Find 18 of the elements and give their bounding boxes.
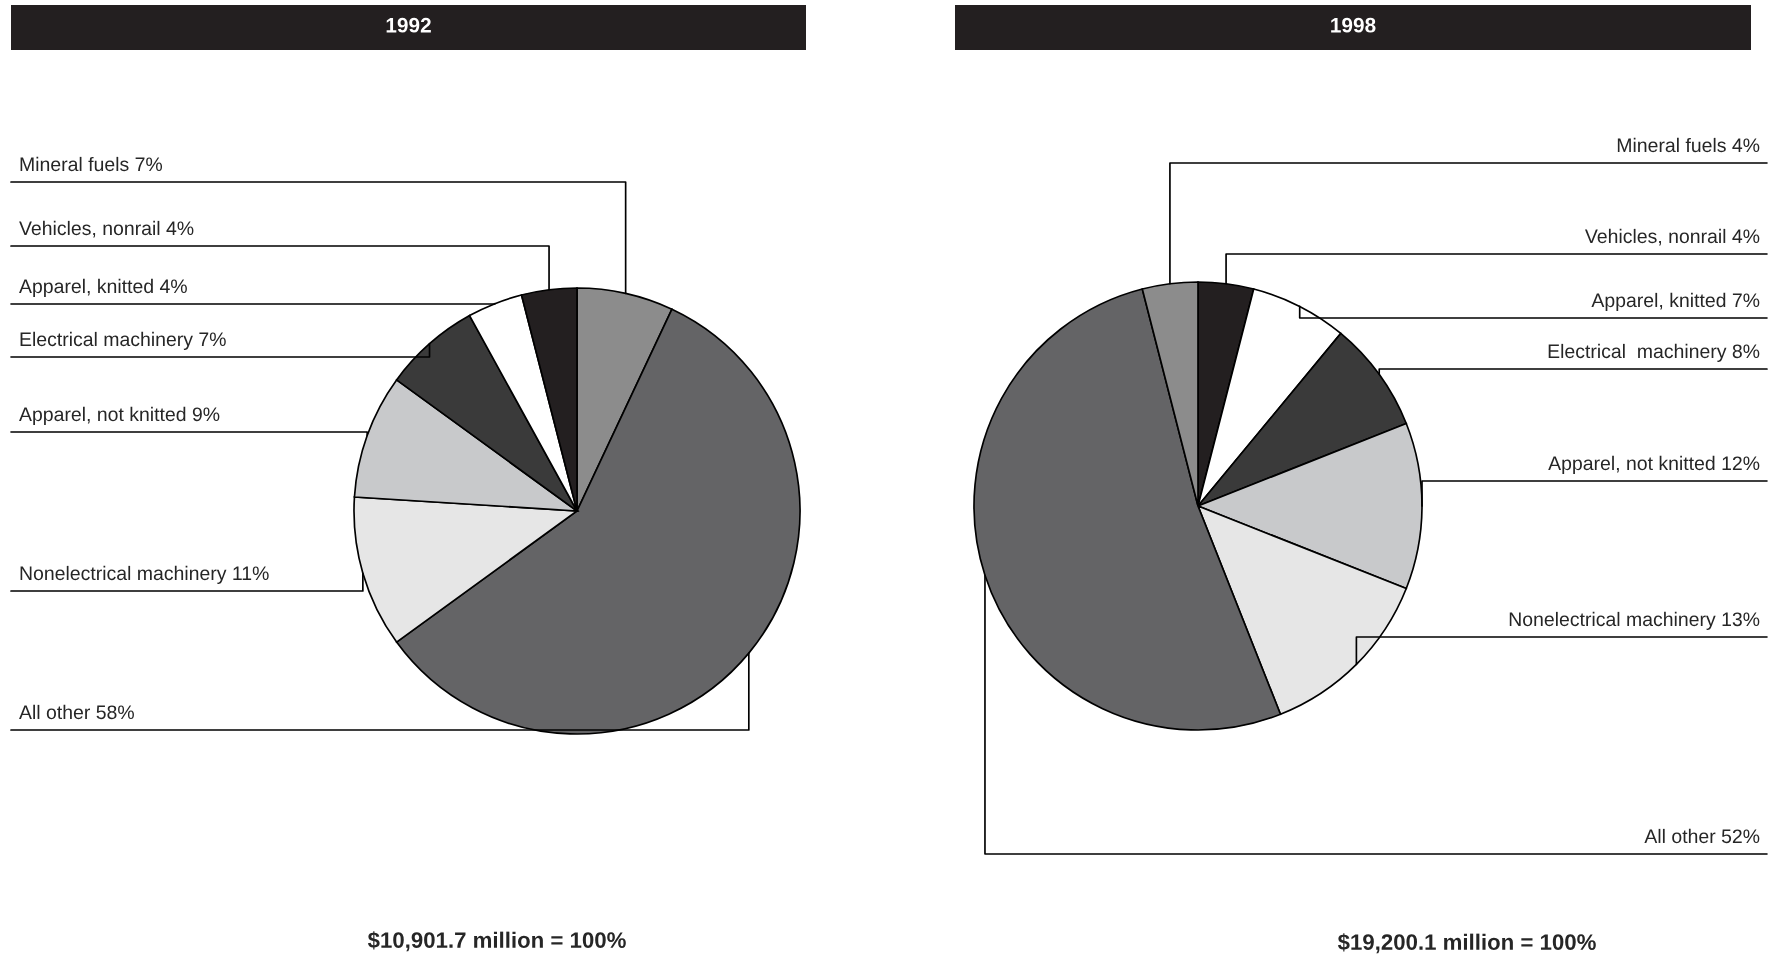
text: $10,901.7 million = 100% xyxy=(367,931,626,952)
slice-label: Apparel, knitted 7% xyxy=(1591,292,1760,311)
slice-label: Nonelectrical machinery 11% xyxy=(20,565,269,584)
slice-label: Apparel, knitted 4% xyxy=(19,278,187,297)
slice-label: Electrical machinery 8% xyxy=(1548,343,1760,362)
slice-label: Vehicles, nonrail 4% xyxy=(1584,228,1760,246)
slice-label: Mineral fuels 4% xyxy=(1617,137,1760,153)
slice-label: Vehicles, nonrail 4% xyxy=(19,220,194,238)
slice-label: Mineral fuels 7% xyxy=(20,156,163,172)
slice-label: Apparel, not knitted 12% xyxy=(1548,455,1760,474)
slice-label: Nonelectrical machinery 13% xyxy=(1509,611,1760,630)
chart-title: 1992 xyxy=(386,17,431,33)
text: $19,200.1 million = 100% xyxy=(1337,933,1596,954)
slice-label: All other 58% xyxy=(19,704,134,720)
slice-label: Electrical machinery 7% xyxy=(20,331,226,350)
chart-title: 1998 xyxy=(1331,17,1376,33)
slice-label: All other 52% xyxy=(1644,828,1760,844)
slice-label: Apparel, not knitted 9% xyxy=(19,406,220,425)
